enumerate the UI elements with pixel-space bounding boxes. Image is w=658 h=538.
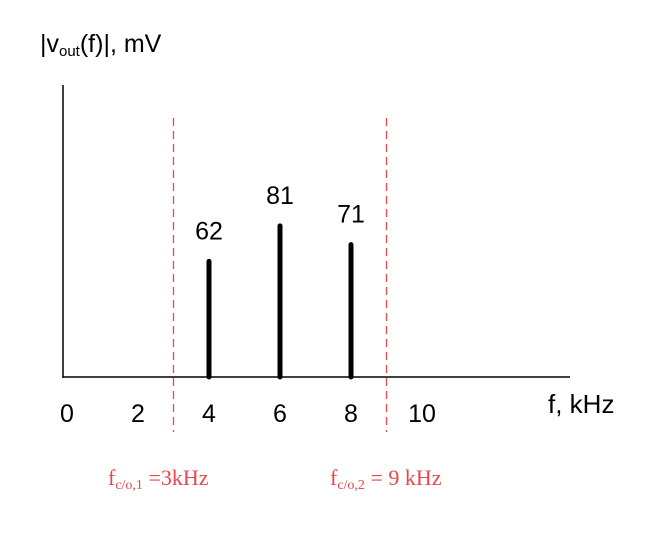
y-axis-label: |vout(f)|, mV	[40, 30, 162, 60]
x-tick-label: 8	[344, 400, 358, 428]
bars	[206, 223, 354, 380]
bar-value-label: 62	[195, 217, 223, 245]
x-tick-labels: 0 2 4 6 8 10	[60, 400, 436, 428]
x-tick-label: 6	[273, 400, 287, 428]
x-tick-label: 0	[60, 400, 74, 428]
cutoff-label-high: fc/o,2 = 9 kHz	[330, 465, 442, 493]
x-tick-label: 10	[408, 400, 436, 428]
x-tick-label: 4	[202, 400, 216, 428]
x-axis-label: f, kHz	[548, 389, 614, 419]
cutoff-lines	[172, 118, 388, 432]
bar-value-label: 71	[337, 201, 365, 229]
x-tick-label: 2	[131, 400, 145, 428]
cutoff-label-low: fc/o,1 =3kHz	[108, 465, 209, 493]
bar-value-label: 81	[266, 182, 294, 210]
bar-labels: 62 81 71	[195, 182, 365, 245]
